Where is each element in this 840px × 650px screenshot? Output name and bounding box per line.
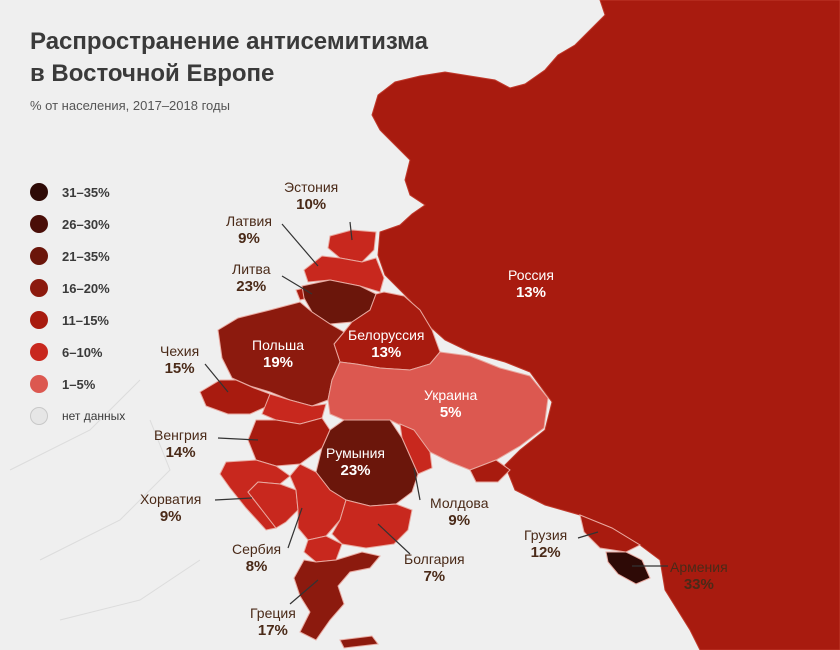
country-name: Белоруссия [348,327,425,343]
country-value: 8% [245,558,268,575]
legend-item-6-10: 6–10% [30,336,125,368]
country-name: Молдова [430,495,489,511]
region-crimea [469,459,511,483]
country-value: 15% [164,360,195,377]
label-lithuania: Литва 23% [232,260,271,296]
legend-item-26-30: 26–30% [30,208,125,240]
legend: 31–35% 26–30% 21–35% 16–20% 11–15% 6–10%… [30,176,125,432]
label-ukraine: Украина 5% [424,386,477,422]
label-poland: Польша 19% [252,336,304,372]
legend-item-16-20: 16–20% [30,272,125,304]
label-armenia: Армения 33% [670,558,728,594]
country-bulgaria [331,499,413,549]
legend-label: 11–15% [62,312,109,328]
country-name: Румыния [326,445,386,461]
country-macedonia [303,535,343,563]
label-latvia: Латвия 9% [226,212,272,248]
country-value: 9% [159,508,182,525]
country-name: Литва [232,261,271,277]
label-bulgaria: Болгария 7% [404,550,465,586]
country-name: Эстония [284,179,339,195]
country-value: 9% [448,512,471,529]
label-estonia: Эстония 10% [284,178,338,214]
country-name: Россия [508,267,554,283]
label-greece: Греция 17% [250,604,296,640]
country-name: Хорватия [140,491,202,507]
country-name: Латвия [226,213,272,229]
country-value: 12% [530,544,561,561]
title-line-2: в Восточной Европе [30,60,275,87]
label-croatia: Хорватия 9% [140,490,201,526]
background-borders [9,379,201,621]
legend-label: нет данных [62,409,126,423]
country-value: 19% [263,354,294,371]
legend-label: 31–35% [62,184,110,200]
legend-label: 26–30% [62,216,110,232]
country-value: 10% [296,196,327,213]
legend-swatch [30,407,48,425]
page-title: Распространение антисемитизма в Восточно… [30,26,428,90]
country-latvia [303,255,385,293]
legend-swatch [30,343,48,361]
country-name: Польша [252,337,305,353]
country-name: Болгария [404,551,465,567]
legend-label: 21–35% [62,248,110,264]
country-value: 33% [683,576,714,593]
label-czechia: Чехия 15% [160,342,199,378]
legend-label: 6–10% [62,344,103,360]
legend-swatch [30,279,48,297]
legend-swatch [30,247,48,265]
label-russia: Россия 13% [508,266,554,302]
country-name: Армения [670,559,728,575]
country-hungary [247,417,331,467]
legend-item-31-35: 31–35% [30,176,125,208]
label-moldova: Молдова 9% [430,494,489,530]
leader-lines [204,221,668,605]
country-estonia [327,229,377,263]
label-romania: Румыния 23% [326,444,385,480]
country-value: 5% [439,404,462,421]
country-name: Венгрия [154,427,208,443]
country-value: 9% [238,230,260,247]
legend-swatch [30,375,48,393]
country-value: 13% [515,284,546,301]
country-value: 13% [371,344,402,361]
country-armenia [605,551,651,585]
label-georgia: Грузия 12% [524,526,567,562]
island-crete [339,635,379,649]
legend-label: 1–5% [62,376,96,392]
country-serbia [289,463,347,541]
label-belarus: Белоруссия 13% [348,326,425,362]
legend-swatch [30,311,48,329]
country-value: 7% [423,568,446,585]
country-name: Сербия [232,541,282,557]
legend-item-1-5: 1–5% [30,368,125,400]
country-name: Грузия [524,527,568,543]
country-value: 23% [236,278,267,295]
label-hungary: Венгрия 14% [154,426,207,462]
label-serbia: Сербия 8% [232,540,281,576]
country-name: Греция [250,605,296,621]
legend-item-11-15: 11–15% [30,304,125,336]
subtitle: % от населения, 2017–2018 годы [30,98,230,113]
country-value: 17% [257,622,288,639]
legend-item-21-25: 21–35% [30,240,125,272]
country-name: Украина [424,387,478,403]
legend-swatch [30,215,48,233]
country-greece [293,551,381,641]
title-line-1: Распространение антисемитизма [30,28,428,55]
legend-swatch [30,183,48,201]
country-value: 23% [340,462,371,479]
country-name: Чехия [160,343,200,359]
legend-item-no-data: нет данных [30,400,125,432]
legend-label: 16–20% [62,280,110,296]
country-value: 14% [165,444,196,461]
country-bosnia [247,481,299,529]
